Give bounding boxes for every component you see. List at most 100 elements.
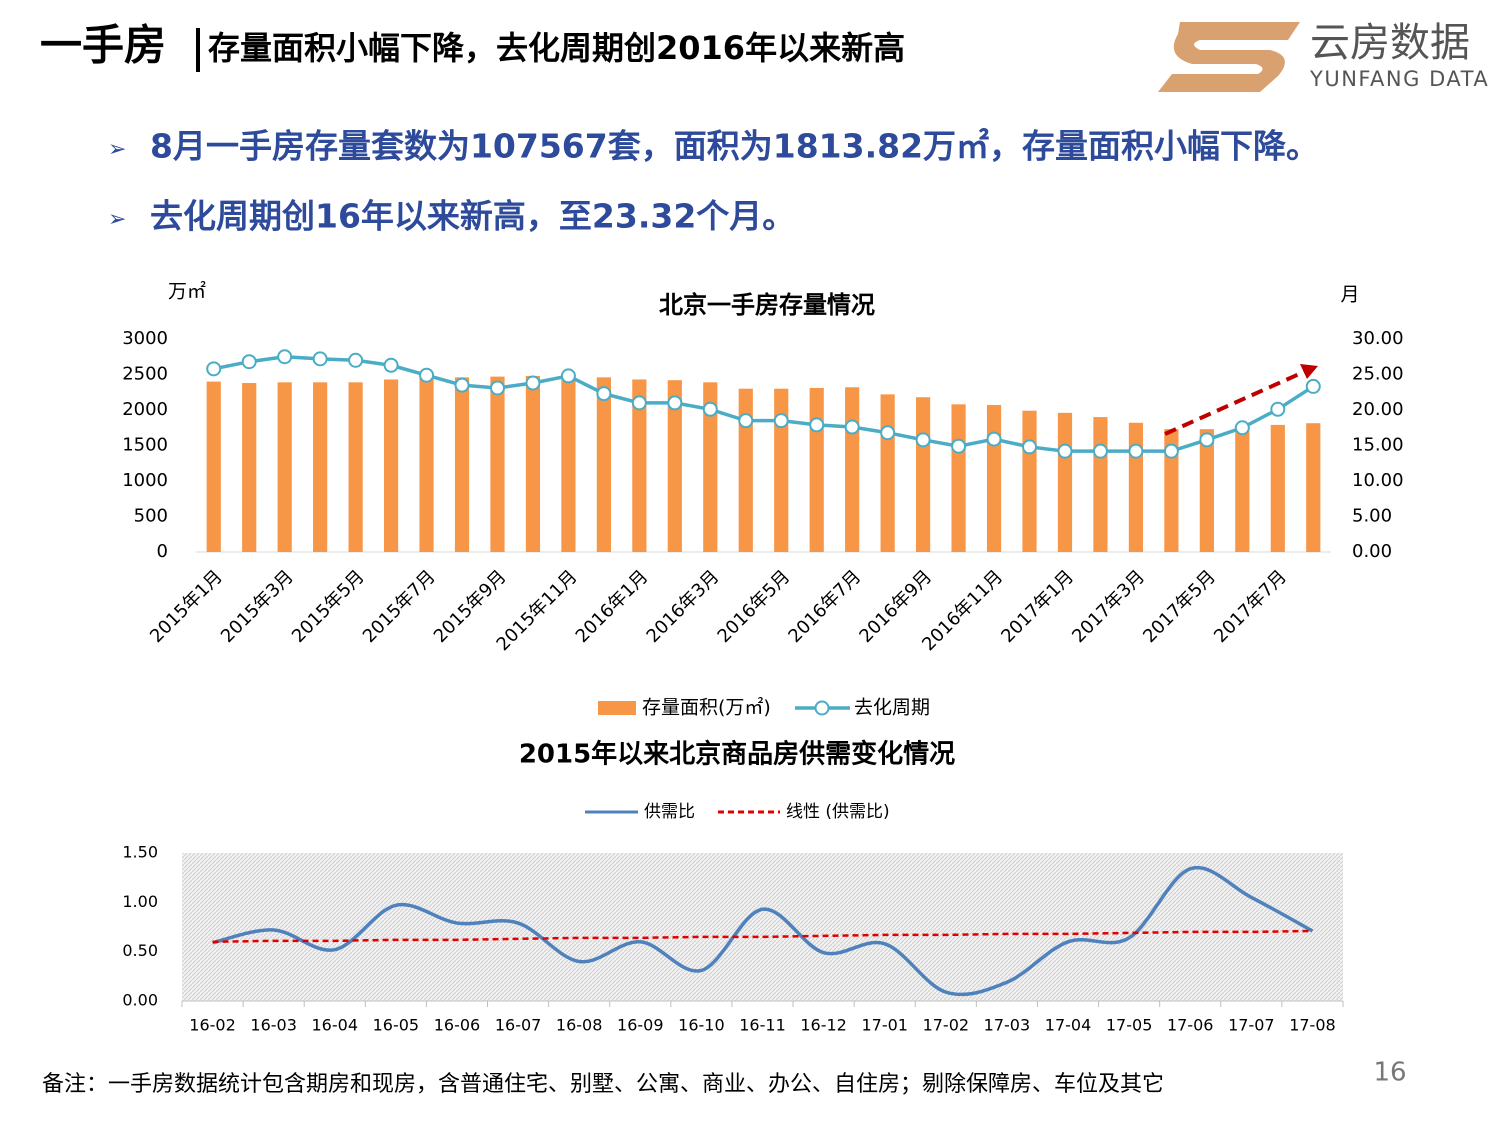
y2-tick-label: 20.00 (1352, 399, 1404, 420)
bar (1199, 429, 1214, 552)
line-marker (844, 419, 860, 435)
y-tick-label: 2000 (122, 399, 168, 420)
y-tick-label: 1.00 (122, 892, 158, 911)
y2-tick-label: 30.00 (1352, 328, 1404, 349)
line-marker (525, 375, 541, 391)
bar (916, 397, 931, 552)
line (213, 354, 1315, 453)
x-tick-label: 16-05 (373, 1016, 420, 1035)
x-tick-label: 17-08 (1289, 1016, 1336, 1035)
legend-label: 供需比 (644, 802, 695, 822)
x-tick-label: 16-06 (434, 1016, 481, 1035)
x-tick-label: 2017年1月 (997, 566, 1078, 647)
y-axis-label: 万㎡ (168, 280, 206, 303)
x-tick-label: 2016年3月 (643, 566, 724, 647)
y-tick-label: 0 (157, 541, 168, 562)
bar (1235, 425, 1250, 552)
x-tick-label: 16-12 (800, 1016, 847, 1035)
bar (951, 404, 966, 552)
bar (986, 405, 1002, 552)
line-marker (277, 349, 293, 365)
bar (1164, 429, 1179, 552)
line-marker (241, 354, 257, 370)
x-tick-label: 2017年3月 (1068, 566, 1149, 647)
x-tick-label: 16-09 (617, 1016, 664, 1035)
bar (1057, 412, 1073, 552)
plot-area (182, 853, 1343, 1001)
x-tick-label: 16-10 (678, 1016, 725, 1035)
bar (1128, 422, 1144, 552)
line-marker (348, 352, 364, 368)
bar (880, 394, 895, 552)
line-marker (809, 417, 825, 433)
line-marker (454, 377, 470, 393)
x-tick-label: 16-04 (312, 1016, 359, 1035)
line-marker (560, 368, 576, 384)
x-tick-label: 2017年7月 (1210, 566, 1291, 647)
bar (596, 377, 611, 552)
y-tick-label: 1500 (122, 435, 168, 456)
bar (738, 388, 753, 552)
x-tick-label: 2015年1月 (146, 566, 227, 647)
line-marker (667, 395, 683, 411)
bar (809, 387, 824, 552)
line (212, 929, 1313, 944)
line-marker (915, 432, 931, 448)
page-number: 16 (1373, 1058, 1406, 1088)
header-subtitle: 存量面积小幅下降，去化周期创2016年以来新高 (208, 29, 905, 67)
legend-swatch (814, 700, 830, 716)
line (212, 865, 1314, 997)
bar (1306, 423, 1321, 552)
x-tick-label: 16-07 (495, 1016, 542, 1035)
line-marker (1057, 443, 1073, 459)
y2-tick-label: 5.00 (1352, 506, 1392, 527)
y-tick-label: 1.50 (122, 843, 158, 862)
x-tick-label: 17-05 (1106, 1016, 1153, 1035)
line-marker (1270, 401, 1286, 417)
header-divider (196, 28, 200, 72)
logo-mark (1158, 22, 1300, 92)
bar (277, 382, 292, 552)
y-tick-label: 0.50 (122, 941, 158, 960)
bar (490, 376, 505, 552)
logo-name-en: YUNFANG DATA (1309, 67, 1489, 91)
line-marker (631, 395, 647, 411)
x-tick-label: 17-06 (1167, 1016, 1214, 1035)
bar (1093, 417, 1108, 552)
trend-arrow-head (1300, 364, 1318, 379)
y-tick-label: 0.00 (122, 991, 158, 1010)
x-tick-label: 2016年1月 (572, 566, 653, 647)
line-marker (419, 367, 435, 383)
legend-label: 去化周期 (854, 697, 930, 719)
line-marker (738, 413, 754, 429)
y2-tick-label: 10.00 (1352, 470, 1404, 491)
bar (561, 376, 576, 552)
x-tick-label: 2015年5月 (288, 566, 369, 647)
y-tick-label: 2500 (122, 364, 168, 385)
chart-title: 北京一手房存量情况 (659, 291, 875, 319)
bar (703, 382, 718, 552)
line-marker (1163, 443, 1179, 459)
line-marker (773, 413, 789, 429)
line-marker (596, 386, 612, 402)
bar (632, 379, 647, 552)
bar (525, 375, 541, 552)
x-tick-label: 17-03 (984, 1016, 1031, 1035)
bullet-arrow: ➢ (108, 207, 126, 232)
y-tick-label: 1000 (122, 470, 168, 491)
line-marker (206, 361, 222, 377)
x-tick-label: 2016年7月 (784, 566, 865, 647)
logo: 云房数据 YUNFANG DATA (1158, 20, 1489, 92)
line-marker (383, 357, 399, 373)
bar (348, 382, 363, 552)
bar (1022, 410, 1037, 552)
line-marker (1234, 420, 1250, 436)
line-marker (1092, 443, 1108, 459)
line-marker (1305, 378, 1321, 394)
logo-name: 云房数据 (1310, 20, 1470, 66)
chart-title: 2015年以来北京商品房供需变化情况 (519, 739, 955, 770)
legend-label: 存量面积(万㎡) (642, 696, 771, 719)
x-tick-label: 17-04 (1045, 1016, 1092, 1035)
bar (383, 379, 399, 552)
